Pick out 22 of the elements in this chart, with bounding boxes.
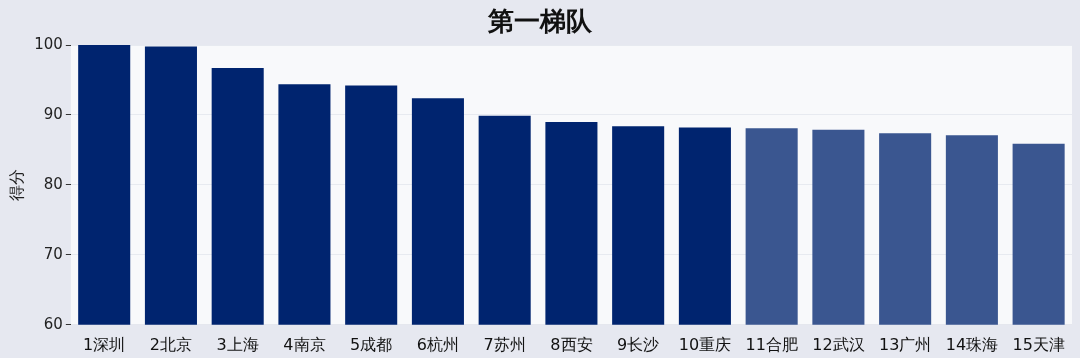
x-tick-label: 12武汉 [812,334,865,354]
x-tick-label: 8西安 [550,334,593,354]
x-tick-label: 5成都 [350,334,393,354]
chart-title: 第一梯队 [488,6,592,36]
x-tick-label: 14珠海 [945,334,999,354]
x-tick-label: 3上海 [216,334,259,354]
x-tick-label: 15天津 [1012,334,1065,354]
y-tick-label: 80 [43,174,63,193]
x-tick-label: 2北京 [149,334,193,354]
x-tick-label: 7苏州 [483,334,526,354]
x-tick-label: 11合肥 [745,334,798,354]
x-tick-label: 1深圳 [83,334,126,354]
x-tick-label: 10重庆 [678,334,732,354]
x-tick-label: 9长沙 [617,334,660,354]
x-tick-label: 4南京 [283,334,326,354]
x-tick-label: 6杭州 [416,334,460,354]
y-tick-label: 90 [43,104,63,123]
x-tick-label: 13广州 [878,334,932,354]
y-axis-title: 得分 [6,168,26,201]
y-tick-label: 60 [43,314,63,333]
y-tick-label: 100 [34,34,63,53]
y-tick-label: 70 [43,244,63,263]
